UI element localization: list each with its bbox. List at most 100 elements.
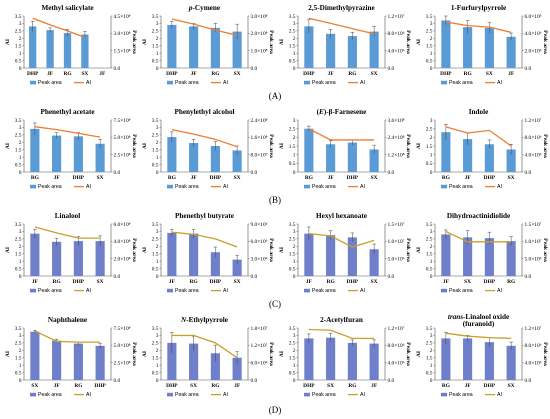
y-tick-label: 1 (430, 152, 433, 158)
bar (189, 233, 199, 276)
x-tick-label: JF (371, 383, 378, 389)
y-axis-label: AI (5, 143, 11, 149)
y-tick-label: 3 (19, 125, 22, 131)
bar (30, 233, 40, 276)
chart-title-part: ( (317, 108, 320, 116)
chart-title-part: 2-Acetylfuran (320, 316, 363, 324)
y-tick-label: 3.5 (152, 326, 159, 332)
y-tick-label: 3.5 (426, 14, 433, 20)
y-axis-label: AI (5, 39, 11, 45)
y-tick-label: 2 (430, 348, 433, 354)
y-tick-label: 2 (19, 36, 22, 42)
y-tick-label: 3 (293, 333, 296, 339)
bar (326, 33, 336, 68)
y-tick-label: 3.5 (15, 222, 22, 228)
y-tick-label: 0 (156, 170, 159, 176)
y-tick-label: 1 (430, 51, 433, 57)
legend-swatch-peak-area (441, 184, 447, 189)
y-tick-label: 2 (156, 244, 159, 250)
x-tick-label: JF (465, 175, 472, 181)
bar (30, 128, 40, 172)
y-tick-label: 1.5 (289, 144, 296, 150)
y-tick-label: 0 (19, 66, 22, 72)
y-axis-label: AI (279, 39, 285, 45)
x-tick-label: RG (327, 279, 336, 285)
chart-title: Hexyl hexanoate (316, 212, 367, 220)
bar (506, 36, 516, 68)
bar (304, 128, 314, 172)
legend-label-ai: AI (223, 184, 228, 190)
y-tick-label: 0.5 (15, 266, 22, 272)
legend-swatch-peak-area (441, 80, 447, 85)
y-tick-label: 3 (19, 21, 22, 27)
ai-line (308, 233, 375, 248)
x-tick-label: RG (442, 175, 451, 181)
legend-label-ai: AI (223, 288, 228, 294)
y2-tick-label: 1.5×10⁷ (525, 222, 542, 228)
chart-title-part: )-β-Farnesene (324, 108, 367, 116)
y-tick-label: 3.5 (15, 326, 22, 332)
x-tick-label: DHP (440, 71, 452, 77)
x-tick-label: RG (63, 71, 72, 77)
bar (347, 342, 357, 380)
y-tick-label: 1 (293, 51, 296, 57)
x-tick-label: RG (74, 383, 83, 389)
x-tick-label: JF (99, 71, 106, 77)
legend-label-peak-area: Peak area (175, 80, 199, 86)
y2-axis-label: Peak area (268, 30, 274, 54)
y-tick-label: 1.5 (152, 44, 159, 50)
x-tick-label: JF (234, 383, 241, 389)
chart-title: Indole (469, 108, 489, 116)
x-tick-label: DHP (73, 279, 85, 285)
ai-line (171, 231, 238, 248)
bar (347, 36, 357, 68)
x-tick-label: RG (305, 175, 314, 181)
bar (95, 241, 105, 276)
legend-label-ai: AI (360, 184, 365, 190)
y-tick-label: 1 (293, 152, 296, 158)
chart-title: p-Cymene (188, 4, 220, 12)
chart-panel: trans-Linalool oxide(furanoid) 0 0.511.5 22… (416, 313, 548, 398)
legend-label-ai: AI (497, 184, 502, 190)
y2-tick-label: 2.5×10⁸ (114, 152, 131, 158)
y2-tick-label: 8.0×10⁶ (388, 31, 405, 37)
y2-tick-label: 4.0×10⁶ (525, 31, 542, 37)
bar (52, 135, 62, 172)
chart-title-part: -Ethylpyrrole (186, 316, 228, 324)
y2-tick-label: 0.0 (388, 66, 395, 72)
x-tick-label: DHP (347, 175, 359, 181)
y2-axis-label: Peak area (131, 30, 137, 54)
ai-line (171, 129, 238, 148)
x-tick-label: RG (168, 175, 177, 181)
bar (189, 143, 199, 172)
y2-axis-label: Peak area (131, 238, 137, 262)
y2-axis-label: Peak area (131, 134, 137, 158)
y-tick-label: 0 (156, 66, 159, 72)
x-tick-label: JF (191, 71, 198, 77)
x-tick-label: DHP (484, 175, 496, 181)
x-tick-label: RG (31, 175, 40, 181)
y2-tick-label: 8.0×10⁶ (388, 343, 405, 349)
y-tick-label: 2.5 (289, 237, 296, 243)
x-tick-label: RG (464, 71, 473, 77)
chart-panel: 1-Furfurylpyrrole 0 0.511.5 22.5 33.5 0.0 2.0×… (416, 4, 548, 86)
chart-title: Naphthalene (48, 316, 87, 324)
bar (484, 342, 494, 380)
y2-tick-label: 0.0 (114, 378, 121, 384)
x-tick-label: DHP (73, 175, 85, 181)
bar (210, 252, 220, 276)
x-tick-label: SX (97, 175, 104, 181)
chart-panel: (E)-β-Farnesene 0 0.5 1 1.5 2 2.5 3 0.0 1.2×10⁸ 2.… (279, 108, 411, 190)
ai-line (308, 17, 375, 35)
y2-tick-label: 1.2×10⁷ (525, 326, 542, 332)
legend-label-ai: AI (497, 392, 502, 398)
y-tick-label: 2 (293, 244, 296, 250)
y-tick-label: 0 (19, 378, 22, 384)
chart-panel: Linalool 0 0.511.5 22.5 33.5 0.0 2.0×10⁸ 4.0×10… (5, 212, 137, 294)
y-tick-label: 3.5 (426, 326, 433, 332)
legend-label-ai: AI (497, 80, 502, 86)
y-tick-label: 3 (156, 125, 159, 131)
bar (95, 143, 105, 172)
y-tick-label: 2 (430, 244, 433, 250)
